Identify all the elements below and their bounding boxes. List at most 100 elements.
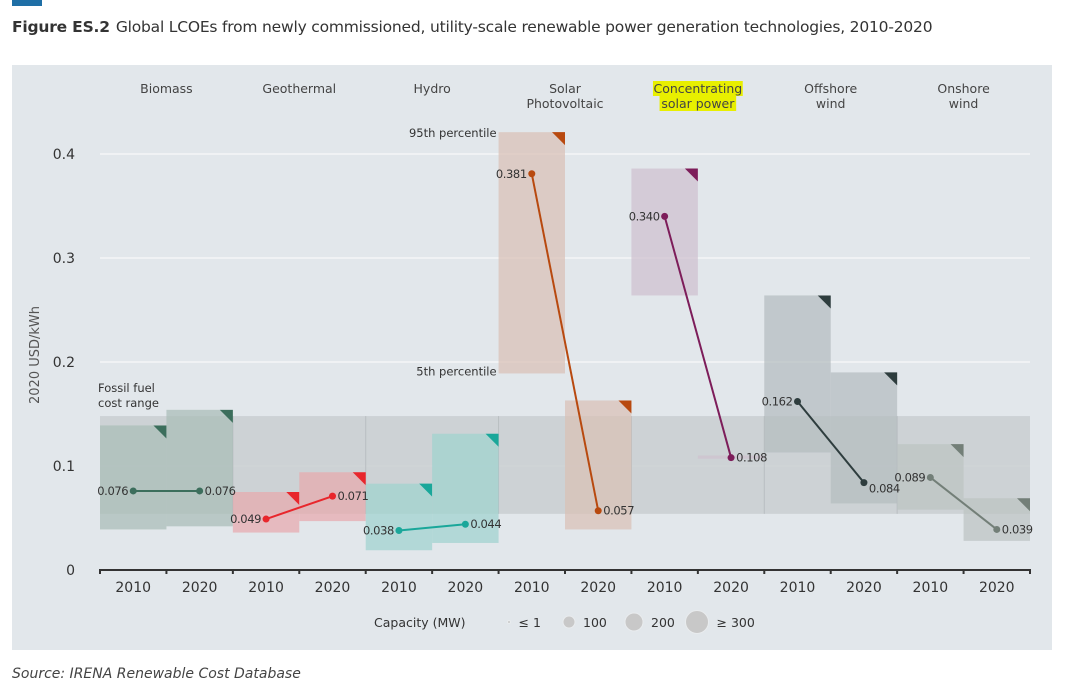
legend-label: 100 [583, 615, 607, 630]
data-point [196, 487, 204, 495]
range-box [631, 168, 698, 296]
data-point [661, 212, 669, 220]
legend-size-marker [507, 620, 511, 624]
legend: Capacity (MW) ≤ 1 100 200 ≥ 300 [374, 610, 755, 634]
data-point [727, 454, 735, 462]
range-corner-marker [1017, 498, 1030, 512]
series-line [265, 495, 333, 520]
x-tick-label: 2020 [315, 580, 351, 596]
data-label: 0.049 [230, 512, 261, 526]
x-axis: 2010 2020 2010 2020 2010 2020 2010 2020 2010 2020… [99, 569, 1031, 596]
data-label: 0.076 [97, 484, 128, 498]
y-tick-label: 0.4 [53, 147, 75, 163]
x-tick-label: 2020 [846, 580, 882, 596]
data-label: 0.071 [338, 489, 369, 503]
source-note: Source: IRENA Renewable Cost Database [12, 666, 301, 682]
p95-annotation: 95th percentile [409, 126, 497, 140]
x-tick-label: 2020 [713, 580, 749, 596]
category-highlight [652, 81, 743, 96]
figure-title-text: Global LCOEs from newly commissioned, ut… [115, 18, 933, 36]
title-accent-bar [12, 0, 42, 6]
range-corner-marker [817, 295, 831, 309]
range-box [963, 498, 1030, 541]
data-point [262, 515, 270, 523]
x-tick-label: 2010 [248, 580, 284, 596]
figure-number: Figure ES.2 [12, 18, 110, 36]
series-line [663, 216, 733, 458]
series-line [929, 476, 998, 531]
fossil-fuel-label: cost range [98, 396, 159, 410]
category-label: wind [949, 96, 979, 111]
legend-title: Capacity (MW) [374, 615, 466, 630]
figure-title: Figure ES.2 Global LCOEs from newly commi… [12, 18, 933, 36]
category-label: Onshore [937, 81, 990, 96]
fossil-fuel-label: Fossil fuel [98, 381, 155, 395]
x-tick-label: 2010 [381, 580, 417, 596]
legend-label: 200 [651, 615, 675, 630]
lcoe-chart: 0 0.1 0.2 0.3 0.4 2020 USD/kWh Fossil fuelcost… [28, 81, 1033, 634]
x-tick-label: 2020 [448, 580, 484, 596]
data-label: 0.039 [1002, 522, 1033, 536]
data-label: 0.381 [496, 167, 527, 181]
data-point [594, 507, 602, 515]
x-tick-label: 2020 [182, 580, 218, 596]
x-tick-label: 2020 [580, 580, 616, 596]
range-boxes [100, 132, 1030, 551]
range-corner-marker [419, 483, 433, 497]
y-tick-label: 0.2 [53, 355, 75, 371]
x-tick-label: 2010 [780, 580, 816, 596]
data-point [461, 520, 469, 528]
range-corner-marker [352, 472, 366, 486]
x-tick-label: 2010 [514, 580, 550, 596]
category-label: Offshore [804, 81, 857, 96]
category-highlight [659, 96, 737, 111]
range-corner-marker [552, 132, 565, 146]
range-corner-marker [684, 168, 698, 182]
data-point [926, 473, 934, 481]
x-tick-label: 2010 [913, 580, 949, 596]
chart-text: 0 0.1 0.2 0.3 0.4 2020 USD/kWh Fossil fuelcost… [28, 81, 1033, 579]
data-label: 0.089 [894, 470, 925, 484]
x-tick-label: 2010 [115, 580, 151, 596]
range-corner-marker [884, 372, 898, 386]
series-line [796, 400, 865, 484]
category-label: Photovoltaic [526, 96, 603, 111]
chart-panel: 0 0.1 0.2 0.3 0.4 2020 USD/kWh Fossil fuel cost… [12, 65, 1052, 650]
category-label: Concentrating [653, 81, 742, 96]
y-tick-label: 0.1 [53, 459, 75, 475]
data-point [860, 479, 868, 487]
range-corner-marker [618, 400, 632, 414]
p5-annotation: 5th percentile [416, 364, 496, 378]
legend-size-marker [624, 612, 644, 632]
y-tick-label: 0 [66, 563, 75, 579]
range-corner-marker [950, 444, 964, 458]
range-box [365, 483, 433, 551]
y-tick-label: 0.3 [53, 251, 75, 267]
range-box [166, 409, 233, 527]
data-label: 0.038 [363, 523, 394, 537]
legend-label: ≥ 300 [717, 615, 755, 630]
category-label: Geothermal [262, 81, 336, 96]
data-point [794, 398, 801, 406]
data-label: 0.084 [869, 482, 900, 496]
range-corner-marker [485, 433, 499, 447]
data-label: 0.044 [470, 517, 501, 531]
category-label: Biomass [140, 81, 193, 96]
legend-size-marker [562, 615, 576, 629]
data-label: 0.162 [762, 395, 793, 409]
category-label: Hydro [414, 81, 451, 96]
data-label: 0.057 [603, 504, 634, 518]
range-corner-marker [153, 425, 167, 439]
data-point [395, 526, 403, 534]
category-label: wind [816, 96, 846, 111]
range-box [100, 425, 167, 530]
x-tick-label: 2010 [647, 580, 683, 596]
legend-size-marker [685, 610, 709, 634]
category-label: Solar [549, 81, 582, 96]
data-point [129, 487, 137, 495]
data-label: 0.076 [205, 484, 236, 498]
series-lines [129, 170, 1001, 534]
data-point [528, 170, 536, 178]
x-tick-label: 2020 [979, 580, 1015, 596]
data-point [993, 525, 1001, 533]
